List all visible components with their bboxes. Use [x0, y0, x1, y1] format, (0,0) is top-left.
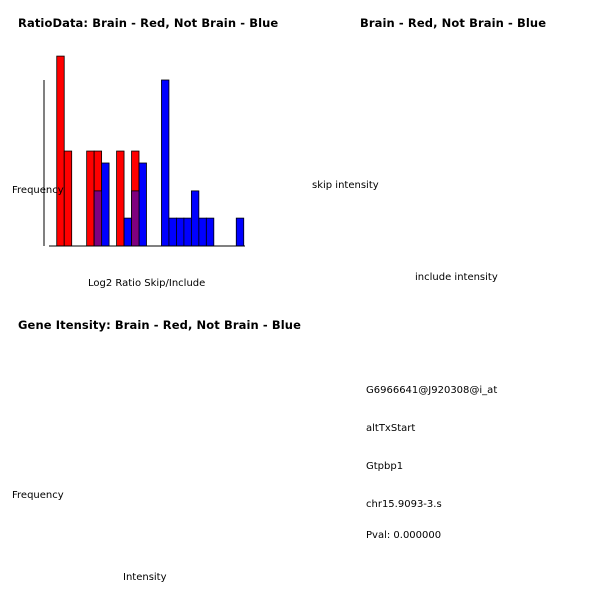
locus-text: chr15.9093-3.s — [366, 499, 442, 510]
histogram-bar — [116, 150, 125, 247]
scatter-xlabel: include intensity — [415, 272, 498, 283]
histogram-bar — [131, 190, 140, 247]
scatter-plot — [300, 0, 600, 300]
ratio-histogram-plot — [43, 55, 245, 247]
gene-histogram-plot — [0, 300, 300, 600]
panel-gene-histogram: Gene Itensity: Brain - Red, Not Brain - … — [0, 300, 301, 600]
event-type-text: altTxStart — [366, 423, 416, 434]
histogram-bar — [123, 217, 132, 247]
histogram-bar — [235, 217, 245, 247]
histogram-bar — [93, 190, 103, 247]
histogram-bar — [190, 190, 200, 247]
ratio-histogram-ylabel: Frequency — [12, 185, 64, 196]
scatter-ylabel: skip intensity — [312, 180, 379, 191]
gene-histogram-ylabel: Frequency — [12, 490, 64, 501]
gene-symbol-text: Gtpbp1 — [366, 461, 404, 472]
histogram-bar — [56, 55, 65, 247]
ratio-bars-group — [56, 55, 245, 247]
ratio-histogram-xlabel: Log2 Ratio Skip/Include — [88, 278, 206, 289]
histogram-bar — [161, 79, 170, 247]
annotation-info-panel: G6966641@J920308@i_at altTxStart Gtpbp1 … — [349, 345, 550, 545]
histogram-bar — [138, 162, 147, 247]
panel-scatter: Brain - Red, Not Brain - Blue skip inten… — [300, 0, 600, 300]
histogram-bar — [183, 217, 192, 247]
histogram-bar — [101, 162, 110, 247]
histogram-bar — [176, 217, 185, 247]
histogram-bar — [168, 217, 177, 247]
probe-id-text: G6966641@J920308@i_at — [366, 385, 498, 396]
panel-ratio-histogram: RatioData: Brain - Red, Not Brain - Blue… — [0, 0, 300, 300]
histogram-bar — [86, 150, 95, 247]
histogram-bar — [205, 217, 215, 247]
gene-histogram-title: Gene Itensity: Brain - Red, Not Brain - … — [18, 318, 301, 332]
pvalue-text: Pval: 0.000000 — [366, 530, 442, 541]
ratio-histogram-title: RatioData: Brain - Red, Not Brain - Blue — [18, 16, 279, 30]
histogram-bar — [63, 150, 73, 247]
gene-histogram-xlabel: Intensity — [123, 572, 167, 583]
scatter-title: Brain - Red, Not Brain - Blue — [360, 16, 547, 30]
histogram-bar — [198, 217, 207, 247]
